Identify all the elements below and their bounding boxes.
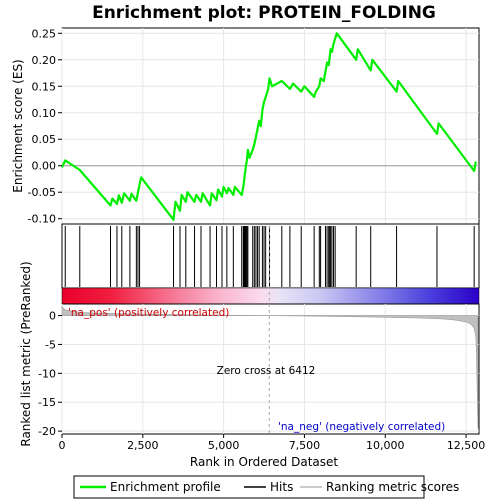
- es-profile-line: [61, 32, 477, 221]
- neg-correlated-label: 'na_neg' (negatively correlated): [278, 421, 445, 433]
- metric-x-tick-label: 10,000: [366, 439, 405, 452]
- hits-panel: [61, 223, 480, 289]
- legend: Enrichment profile Hits Ranking metric s…: [73, 475, 459, 499]
- metric-panel: 0 -5 -10 -15 -20 0 2,500 5,000 7,500 10,000 12,50…: [19, 226, 485, 469]
- zero-cross-label: Zero cross at 6412: [217, 365, 316, 377]
- legend-metric-label: Ranking metric scores: [326, 480, 459, 494]
- chart-title: Enrichment plot: PROTEIN_FOLDING: [92, 3, 436, 23]
- ranking-heat-bar: [61, 287, 480, 305]
- es-y-tick-label: 0.20: [32, 54, 57, 67]
- metric-y-tick-label: 0: [49, 310, 56, 323]
- metric-x-tick-label: 0: [59, 439, 66, 452]
- metric-x-tick-label: 2,500: [127, 439, 159, 452]
- legend-hits-label: Hits: [270, 480, 293, 494]
- es-y-axis-label: Enrichment score (ES): [11, 59, 25, 192]
- es-y-tick-label: -0.05: [28, 186, 56, 199]
- es-y-ticks: -0.10 -0.05 0.00 0.05 0.10 0.15 0.20 0.25: [28, 27, 62, 226]
- es-y-tick-label: 0.00: [32, 160, 57, 173]
- metric-x-tick-label: 7,500: [289, 439, 321, 452]
- metric-x-ticks: 0 2,500 5,000 7,500 10,000 12,500: [59, 434, 486, 452]
- metric-y-tick-label: -20: [38, 425, 56, 438]
- metric-y-tick-label: -10: [38, 367, 56, 380]
- metric-y-ticks: 0 -5 -10 -15 -20: [38, 310, 62, 438]
- metric-y-tick-label: -15: [38, 396, 56, 409]
- hits-panel-frame: [61, 223, 480, 289]
- metric-area: [61, 305, 479, 429]
- metric-y-tick-label: -5: [45, 338, 56, 351]
- metric-y-axis-label: Ranked list metric (PreRanked): [19, 261, 33, 446]
- es-panel: -0.10 -0.05 0.00 0.05 0.10 0.15 0.20 0.25 Enric…: [11, 27, 480, 226]
- legend-profile-label: Enrichment profile: [110, 480, 221, 494]
- metric-x-tick-label: 5,000: [208, 439, 240, 452]
- es-y-tick-label: 0.05: [32, 133, 57, 146]
- metric-x-tick-label: 12,500: [447, 439, 486, 452]
- hit-lines: [64, 226, 475, 287]
- pos-correlated-label: 'na_pos' (positively correlated): [68, 307, 229, 319]
- metric-x-axis-label: Rank in Ordered Dataset: [190, 455, 338, 469]
- es-y-tick-label: 0.15: [32, 80, 57, 93]
- es-y-tick-label: -0.10: [28, 213, 56, 226]
- es-y-tick-label: 0.25: [32, 27, 57, 40]
- es-y-tick-label: 0.10: [32, 107, 57, 120]
- es-grid: [61, 28, 479, 224]
